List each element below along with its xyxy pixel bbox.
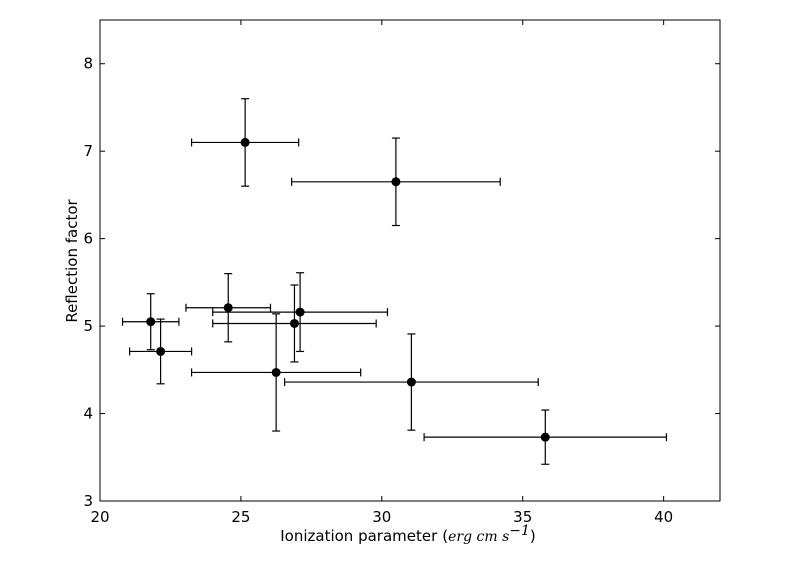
data-point-group bbox=[283, 333, 539, 431]
x-axis-label: Ionization parameter (erg cm s−1) bbox=[280, 523, 536, 545]
data-points bbox=[121, 98, 668, 465]
data-point bbox=[240, 137, 250, 147]
data-point-group bbox=[212, 272, 389, 353]
x-axis-label-text: Ionization parameter bbox=[280, 527, 438, 545]
data-point-group bbox=[212, 284, 377, 363]
data-point bbox=[295, 307, 305, 317]
y-tick-label: 4 bbox=[83, 405, 93, 423]
y-axis-label: Reflection factor bbox=[63, 198, 81, 322]
x-axis-units-exp: −1 bbox=[509, 523, 530, 539]
x-axis-ticks: 20 25 30 35 40 bbox=[90, 20, 673, 526]
plot-frame bbox=[99, 19, 721, 502]
data-point-group bbox=[190, 98, 300, 187]
data-point-group bbox=[291, 137, 501, 227]
x-axis-units-open: ( bbox=[442, 527, 448, 545]
y-tick-label: 8 bbox=[83, 55, 93, 73]
x-tick-label: 40 bbox=[654, 508, 673, 526]
y-tick-label: 7 bbox=[83, 142, 93, 160]
x-tick-label: 20 bbox=[90, 508, 109, 526]
x-axis-units-close: ) bbox=[530, 527, 536, 545]
y-tick-label: 3 bbox=[83, 492, 93, 510]
y-axis-ticks: 3 4 5 6 7 8 bbox=[83, 55, 720, 510]
y-tick-label: 6 bbox=[83, 230, 93, 248]
y-tick-label: 5 bbox=[83, 317, 93, 335]
data-point-group bbox=[190, 313, 362, 432]
data-point-group bbox=[185, 273, 272, 343]
x-tick-label: 35 bbox=[513, 508, 532, 526]
x-tick-label: 25 bbox=[231, 508, 250, 526]
data-point bbox=[540, 432, 550, 442]
data-point bbox=[391, 177, 401, 187]
data-point bbox=[271, 367, 281, 377]
axes bbox=[99, 19, 721, 502]
data-point bbox=[289, 318, 299, 328]
x-axis-units-var: erg cm s bbox=[448, 529, 509, 545]
data-point-group bbox=[121, 293, 180, 351]
data-point bbox=[146, 317, 156, 327]
data-point bbox=[406, 377, 416, 387]
data-point-group bbox=[128, 318, 193, 385]
data-point bbox=[156, 346, 166, 356]
data-point-group bbox=[423, 409, 668, 465]
data-point bbox=[223, 303, 233, 313]
x-tick-label: 30 bbox=[372, 508, 391, 526]
